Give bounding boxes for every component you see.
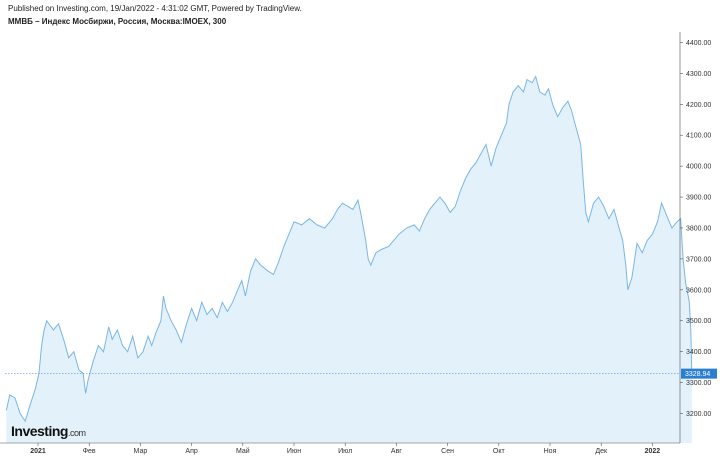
published-note: Published on Investing.com, 19/Jan/2022 … <box>8 4 302 13</box>
investing-logo: Investing.com <box>11 423 86 439</box>
x-tick-label: Фев <box>83 448 96 455</box>
current-price-tag: 3328.94 <box>681 368 717 379</box>
x-tick-label: Авг <box>391 448 402 455</box>
y-tick-label: 3800.00 <box>686 225 711 232</box>
y-tick-label: 3400.00 <box>686 349 711 356</box>
current-price-label: 3328.94 <box>685 371 710 378</box>
x-tick-label: Апр <box>185 448 197 455</box>
y-tick-label: 3900.00 <box>686 195 711 202</box>
x-tick-label: Окт <box>493 448 506 455</box>
current-price-box <box>681 368 717 379</box>
y-tick-label: 3700.00 <box>686 256 711 263</box>
x-tick-label: 2021 <box>30 448 46 455</box>
y-tick-label: 3500.00 <box>686 318 711 325</box>
y-axis: 4400.00 4300.00 4200.00 4100.00 4000.00 3900.… <box>679 32 711 443</box>
y-tick-label: 4000.00 <box>686 164 711 171</box>
y-tick-label: 4100.00 <box>686 133 711 140</box>
area-fill <box>6 76 692 443</box>
y-tick-label: 3600.00 <box>686 287 711 294</box>
chart-title: ММВБ – Индекс Мосбиржи, Россия, Москва:I… <box>8 17 227 26</box>
x-tick-label: 2022 <box>645 448 661 455</box>
x-tick-label: Июн <box>287 448 301 455</box>
x-tick-label: Сен <box>441 448 454 455</box>
x-tick-label: Май <box>236 447 250 455</box>
x-axis: 2021 Фев Мар Апр Май Июн Июл Авг Сен Окт Ноя Дек 202… <box>0 442 680 455</box>
y-tick-label: 3200.00 <box>686 411 711 418</box>
y-tick-label: 3300.00 <box>686 380 711 387</box>
x-tick-label: Июл <box>338 448 352 455</box>
x-tick-label: Мар <box>134 448 148 455</box>
y-tick-label: 4300.00 <box>686 71 711 78</box>
y-tick-label: 4200.00 <box>686 102 711 109</box>
x-tick-label: Ноя <box>544 448 557 455</box>
series-line <box>5 75 693 423</box>
y-tick-label: 4400.00 <box>686 40 711 47</box>
x-tick-label: Дек <box>595 448 608 455</box>
